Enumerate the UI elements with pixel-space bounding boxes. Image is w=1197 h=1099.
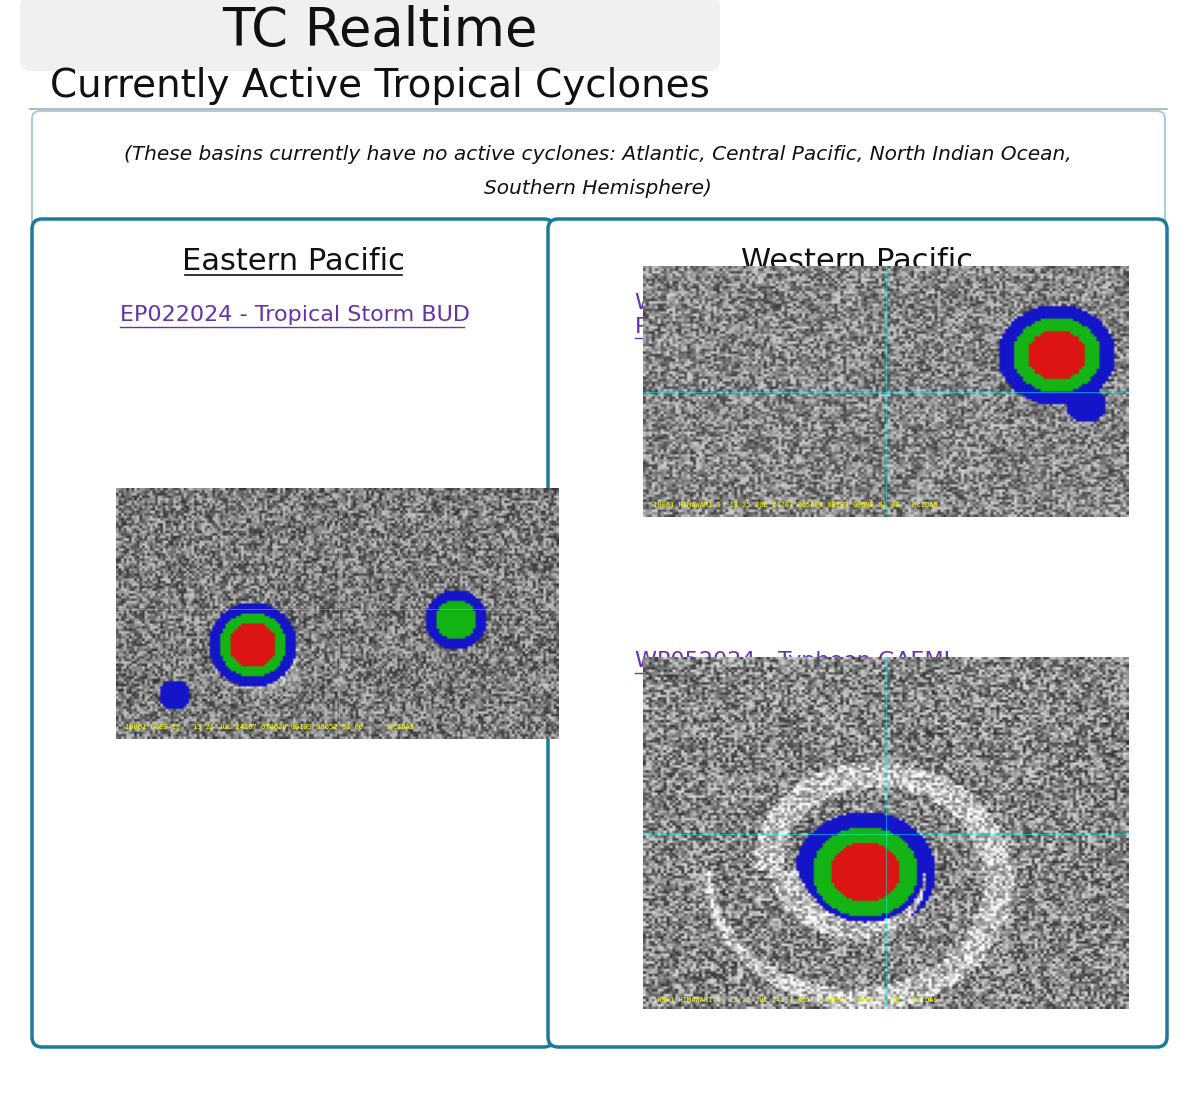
Text: TC Realtime: TC Realtime (223, 5, 537, 57)
Text: (These basins currently have no active cyclones: Atlantic, Central Pacific, Nort: (These basins currently have no active c… (124, 144, 1071, 164)
Text: Currently Active Tropical Cyclones: Currently Active Tropical Cyclones (50, 67, 710, 106)
Text: PRAPIROON: PRAPIROON (634, 317, 765, 337)
Text: 10001 GOES-18   13 25 JUL 24207 070020 09193 09652 01 00      McIDAS: 10001 GOES-18 13 25 JUL 24207 070020 091… (124, 723, 414, 730)
FancyBboxPatch shape (548, 219, 1167, 1047)
Text: Eastern Pacific: Eastern Pacific (182, 246, 405, 276)
Text: EP022024 - Tropical Storm BUD: EP022024 - Tropical Storm BUD (120, 306, 470, 325)
Text: WP042024 - Tropical Depression: WP042024 - Tropical Depression (634, 293, 995, 313)
Text: 10001 HIMAWARI-9  13 25 JUL 24207 065000 09193 09690 01 00   McIDAS: 10001 HIMAWARI-9 13 25 JUL 24207 065000 … (652, 501, 937, 508)
FancyBboxPatch shape (20, 0, 721, 71)
FancyBboxPatch shape (32, 111, 1165, 232)
Text: 10001 HIMAWARI-9  13 25 JUL 24207 065000 09042 09697 01 00   McIDAS: 10001 HIMAWARI-9 13 25 JUL 24207 065000 … (652, 997, 937, 1003)
Text: Western Pacific: Western Pacific (741, 246, 973, 276)
Text: Southern Hemisphere): Southern Hemisphere) (484, 179, 712, 199)
FancyBboxPatch shape (32, 219, 554, 1047)
Text: WP052024 - Typhoon GAEMI: WP052024 - Typhoon GAEMI (634, 651, 950, 671)
